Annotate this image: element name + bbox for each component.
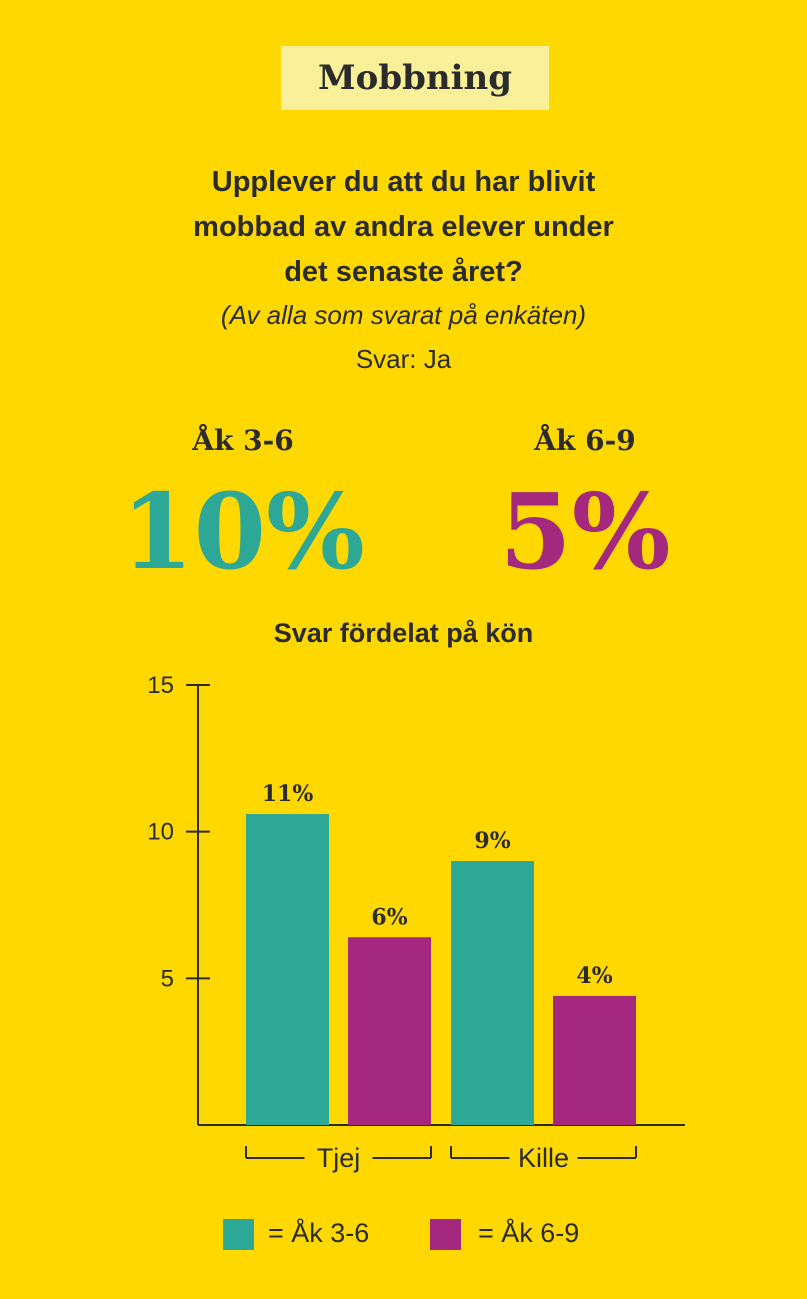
y-tick-label: 10 bbox=[147, 819, 174, 846]
summary-label-grade-3-6: Åk 3-6 bbox=[192, 424, 294, 457]
bar-value-label: 11% bbox=[262, 781, 314, 807]
question-answer: Svar: Ja bbox=[355, 344, 452, 374]
bar-tjej-grade-6-9 bbox=[348, 937, 431, 1125]
page-title-box: Mobbning bbox=[281, 46, 549, 110]
bar-value-label: 9% bbox=[474, 828, 510, 854]
page-title: Mobbning bbox=[318, 58, 512, 98]
chart-title: Svar fördelat på kön bbox=[273, 618, 534, 648]
question-line-2: mobbad av andra elever under bbox=[193, 211, 614, 243]
bar-value-label: 6% bbox=[371, 904, 407, 930]
legend-swatch-grade-6-9 bbox=[430, 1219, 461, 1250]
bar-kille-grade-6-9 bbox=[553, 995, 636, 1125]
summary-value-grade-6-9: 5% bbox=[499, 470, 671, 593]
x-category-label: Kille bbox=[518, 1143, 569, 1173]
legend-label-grade-6-9: = Åk 6-9 bbox=[478, 1218, 580, 1248]
summary-value-grade-3-6: 10% bbox=[121, 470, 365, 593]
summary-label-grade-6-9: Åk 6-9 bbox=[534, 424, 636, 457]
legend-swatch-grade-3-6 bbox=[223, 1219, 254, 1250]
bar-tjej-grade-3-6 bbox=[246, 814, 329, 1125]
question-line-3: det senaste året? bbox=[284, 256, 523, 288]
question-line-1: Upplever du att du har blivit bbox=[211, 166, 596, 198]
bar-value-label: 4% bbox=[576, 963, 612, 989]
x-category-label: Tjej bbox=[317, 1143, 361, 1173]
y-tick-label: 15 bbox=[147, 672, 174, 699]
survey-question: Upplever du att du har blivit mobbad av … bbox=[150, 160, 657, 295]
legend-label-grade-3-6: = Åk 3-6 bbox=[268, 1218, 370, 1248]
bar-kille-grade-3-6 bbox=[451, 861, 534, 1125]
y-tick-label: 5 bbox=[161, 965, 174, 992]
question-note: (Av alla som svarat på enkäten) bbox=[220, 300, 587, 330]
